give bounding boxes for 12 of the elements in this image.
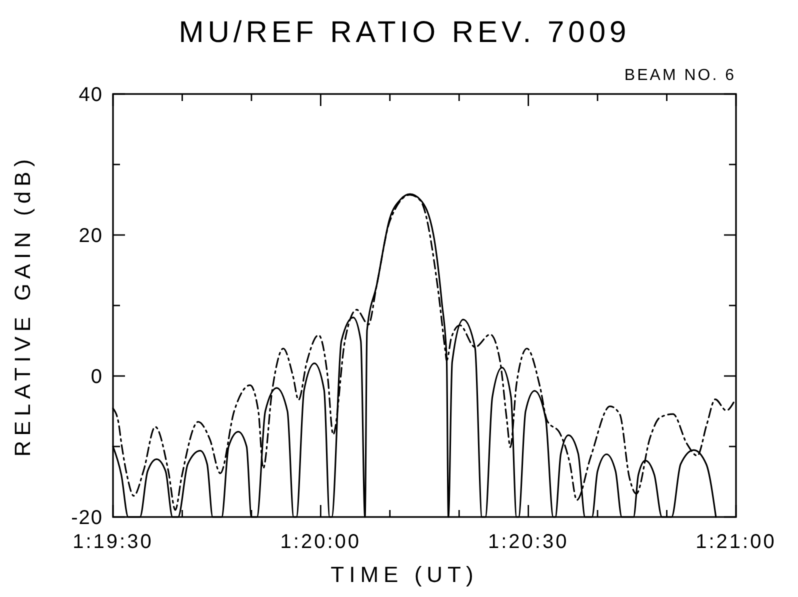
y-tick-label: -20	[71, 507, 103, 529]
x-tick-label: 1:20:00	[280, 531, 362, 553]
y-tick-label: 0	[90, 366, 103, 388]
y-axis-title: RELATIVE GAIN (dB)	[10, 154, 35, 457]
y-tick-label: 20	[78, 225, 103, 247]
chart-subtitle: BEAM NO. 6	[624, 67, 736, 84]
x-tick-label: 1:19:30	[72, 531, 154, 553]
x-tick-label: 1:20:30	[488, 531, 569, 553]
chart-title: MU/REF RATIO REV. 7009	[178, 16, 630, 49]
x-axis-title: TIME (UT)	[330, 562, 478, 587]
x-tick-label: 1:21:00	[696, 531, 776, 553]
y-tick-label: 40	[78, 84, 103, 106]
